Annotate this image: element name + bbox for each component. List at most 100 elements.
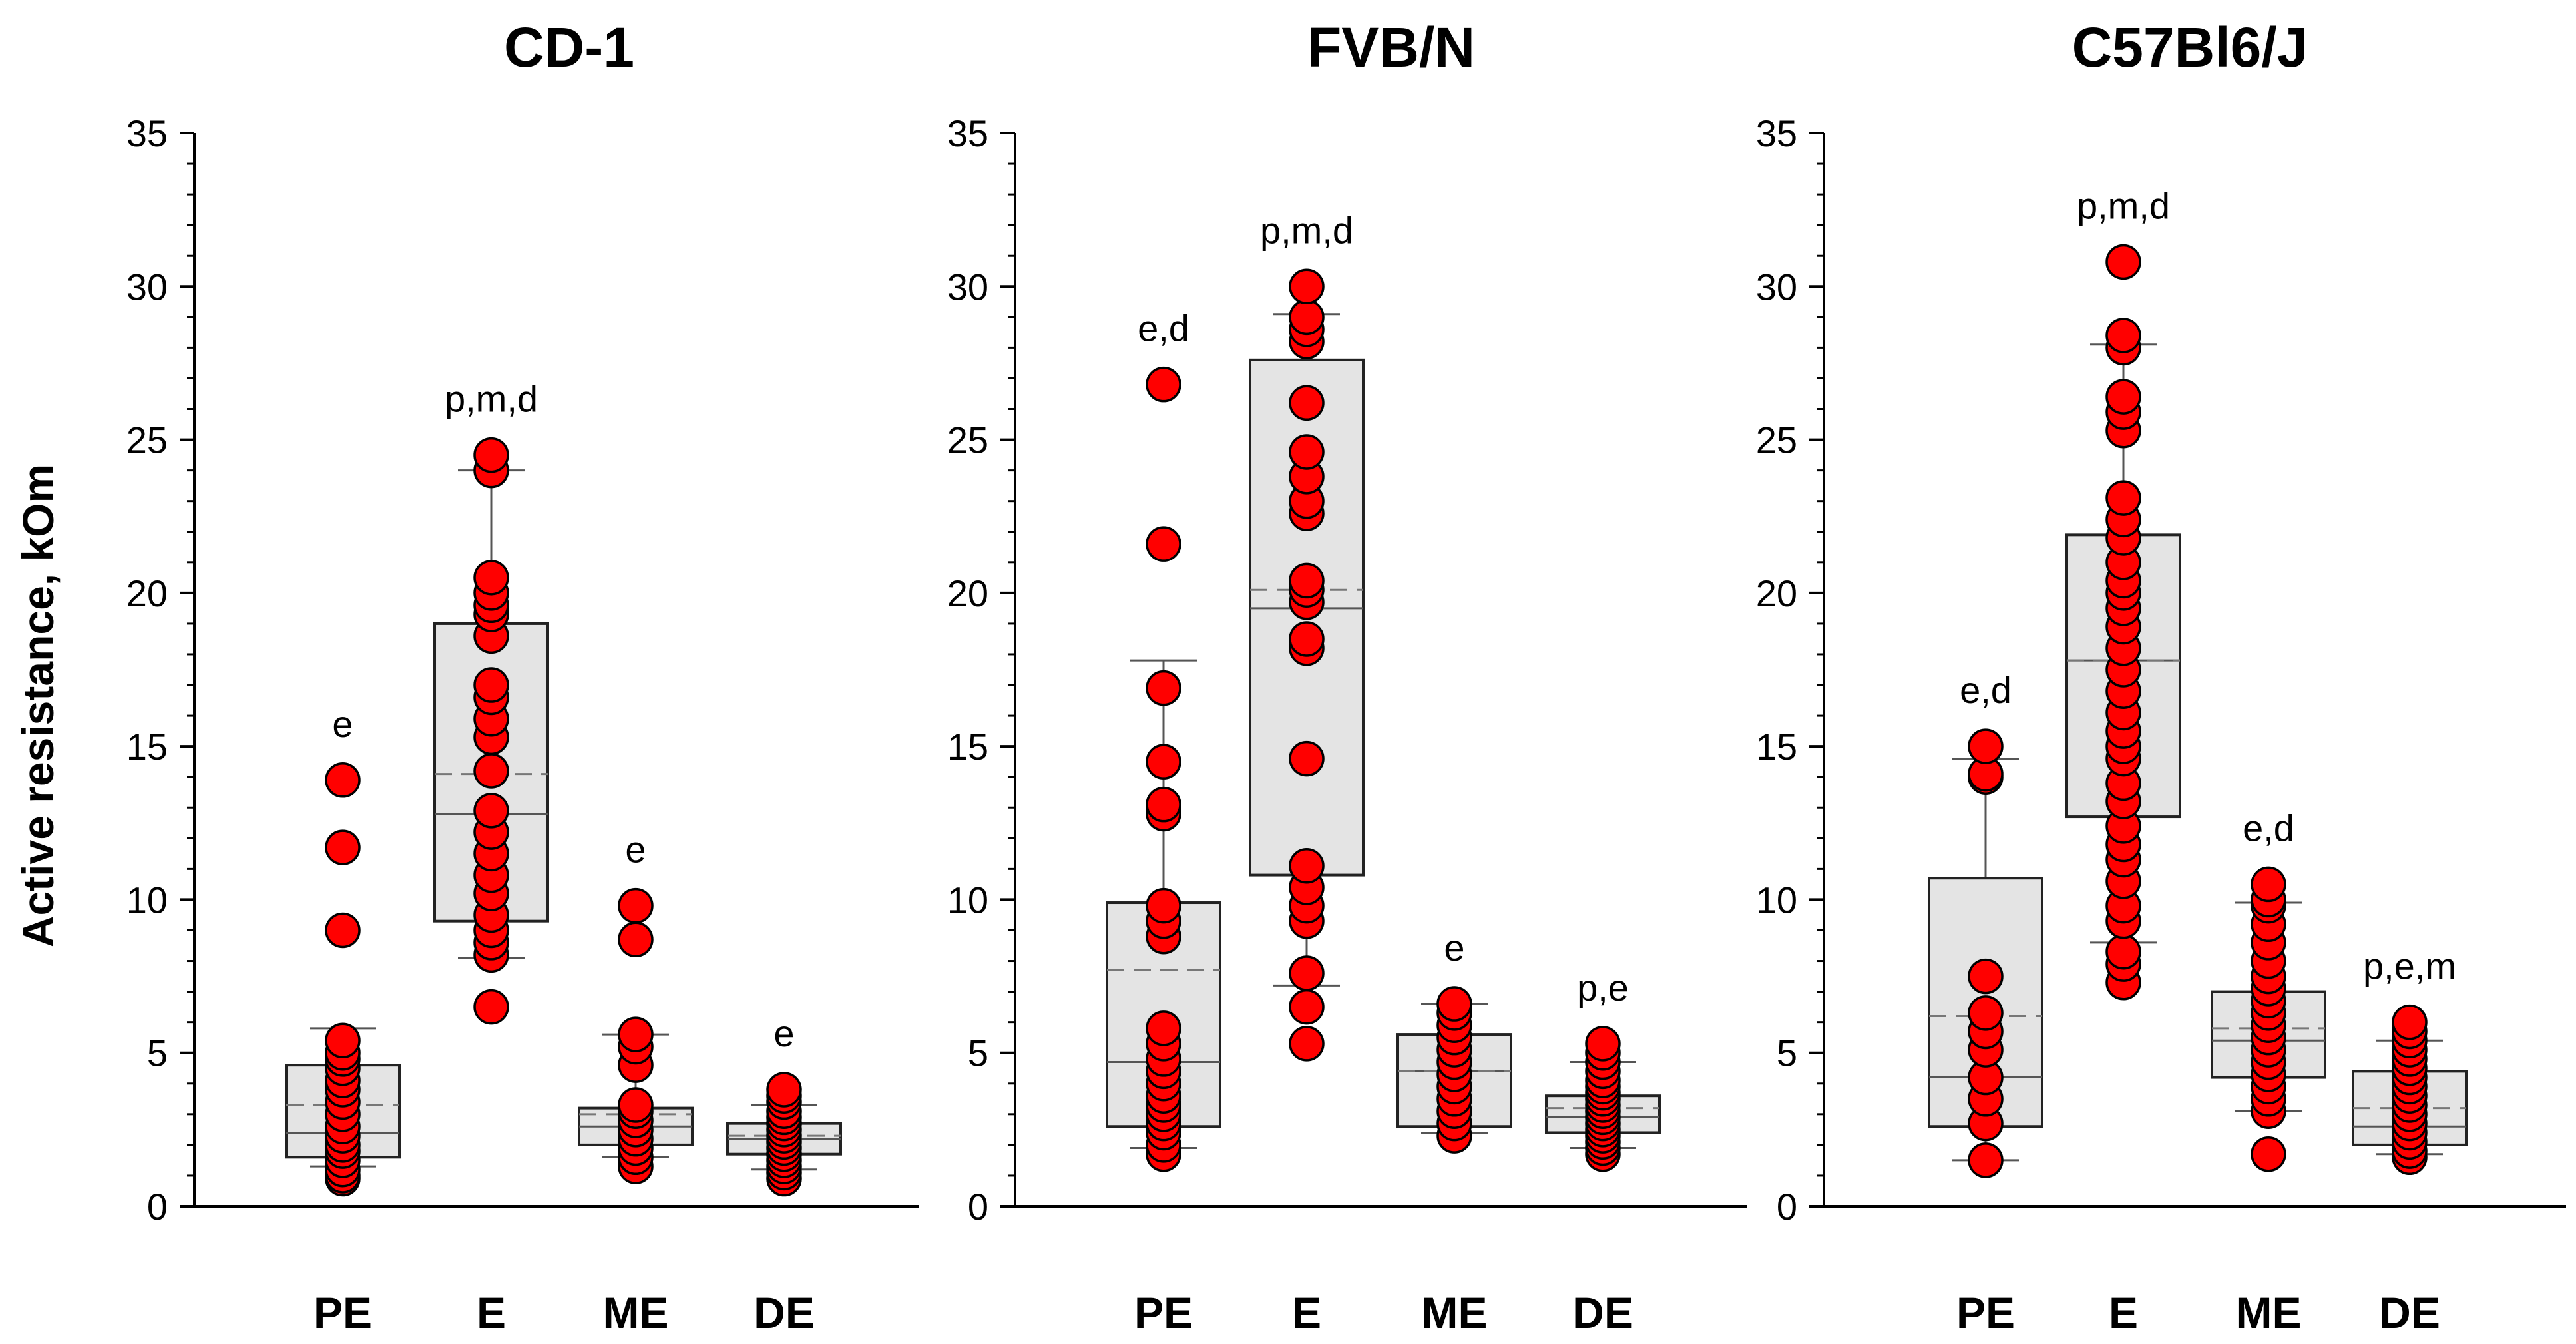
data-point <box>1968 995 2004 1031</box>
data-point <box>1146 786 1181 823</box>
y-tick-label: 30 <box>126 266 168 308</box>
y-tick-label: 10 <box>126 879 168 921</box>
data-point <box>618 1016 654 1052</box>
data-point <box>473 437 509 473</box>
data-point <box>473 560 509 596</box>
data-point <box>1968 728 2004 764</box>
category-label: PE <box>1134 1288 1193 1337</box>
y-tick-label: 10 <box>947 879 988 921</box>
category-label: PE <box>1956 1288 2015 1337</box>
data-point <box>1968 958 2004 995</box>
data-point <box>1289 385 1325 421</box>
category-label: DE <box>2379 1288 2440 1337</box>
panel-title: C57Bl6/J <box>2072 16 2308 79</box>
category-label: E <box>477 1288 506 1337</box>
y-tick-label: 0 <box>1777 1186 1797 1228</box>
data-point <box>1968 1142 2004 1178</box>
data-point <box>473 989 509 1025</box>
data-point <box>1146 887 1181 924</box>
y-axis-label: Active resistance, kOm <box>13 464 63 947</box>
data-point <box>1146 366 1181 403</box>
data-point <box>325 762 361 798</box>
y-tick-label: 5 <box>1777 1032 1797 1074</box>
y-tick-label: 25 <box>126 419 168 461</box>
y-tick-label: 15 <box>126 726 168 768</box>
y-tick-label: 35 <box>1756 112 1797 154</box>
data-point <box>1585 1026 1621 1062</box>
panel-cd1: CD-1 0 5 10 15 20 25 30 35 e PE p,m,d Ee ME e DE <box>126 16 919 1337</box>
significance-label: p,m,d <box>2077 184 2170 226</box>
y-tick-label: 5 <box>147 1032 168 1074</box>
data-point <box>2105 379 2141 415</box>
data-point <box>1289 268 1325 305</box>
data-point <box>1289 848 1325 884</box>
data-point <box>2392 1004 2428 1040</box>
data-point <box>325 829 361 865</box>
data-point <box>1289 989 1325 1025</box>
y-tick-label: 5 <box>968 1032 988 1074</box>
data-point <box>1289 1026 1325 1062</box>
category-label: ME <box>603 1288 669 1337</box>
data-point <box>473 793 509 829</box>
category-label: E <box>2109 1288 2138 1337</box>
y-tick-label: 20 <box>126 572 168 614</box>
data-point <box>766 1072 802 1108</box>
significance-label: e,d <box>1138 308 1189 349</box>
data-point <box>1146 1010 1181 1046</box>
significance-label: e,d <box>1960 669 2012 711</box>
y-tick-label: 15 <box>947 726 988 768</box>
panel-title: FVB/N <box>1307 16 1475 79</box>
y-tick-label: 0 <box>968 1186 988 1228</box>
data-point <box>1436 986 1472 1022</box>
data-point <box>1289 562 1325 599</box>
data-point <box>618 887 654 924</box>
data-point <box>473 753 509 789</box>
data-point <box>618 1087 654 1123</box>
category-label: E <box>1292 1288 1321 1337</box>
data-point <box>1289 434 1325 470</box>
data-point <box>1289 955 1325 991</box>
y-tick-label: 15 <box>1756 726 1797 768</box>
y-tick-label: 35 <box>947 112 988 154</box>
category-label: DE <box>753 1288 815 1337</box>
panel-c57bl6j: C57Bl6/J 0 5 10 15 20 25 30 35 e,d PE p,m,d Ee,d ME p,… <box>1756 16 2566 1337</box>
y-tick-label: 20 <box>947 572 988 614</box>
significance-label: e <box>332 703 353 745</box>
significance-label: p,m,d <box>1260 209 1353 251</box>
panel-fvbn: FVB/N 0 5 10 15 20 25 30 35 e,d PE p,m,d Ee ME p,e DE <box>947 16 1747 1337</box>
data-point <box>473 667 509 703</box>
significance-label: e <box>773 1012 794 1054</box>
y-tick-label: 25 <box>1756 419 1797 461</box>
data-point <box>2105 244 2141 280</box>
panel-title: CD-1 <box>504 16 634 79</box>
category-label: ME <box>1422 1288 1488 1337</box>
significance-label: e <box>625 829 646 871</box>
data-point <box>325 912 361 949</box>
data-point <box>1289 740 1325 777</box>
significance-label: e <box>1444 927 1464 969</box>
y-tick-label: 0 <box>147 1186 168 1228</box>
data-point <box>618 921 654 958</box>
data-point <box>1146 526 1181 562</box>
y-tick-label: 30 <box>1756 266 1797 308</box>
y-tick-label: 35 <box>126 112 168 154</box>
data-point <box>1289 621 1325 657</box>
data-point <box>325 1022 361 1059</box>
y-tick-label: 20 <box>1756 572 1797 614</box>
data-point <box>1146 670 1181 706</box>
y-tick-label: 10 <box>1756 879 1797 921</box>
data-point <box>2105 480 2141 516</box>
category-label: ME <box>2236 1288 2302 1337</box>
data-point <box>2251 866 2286 903</box>
significance-label: e,d <box>2243 807 2294 849</box>
y-tick-label: 25 <box>947 419 988 461</box>
category-label: PE <box>314 1288 372 1337</box>
data-point <box>2105 318 2141 353</box>
data-point <box>1146 744 1181 780</box>
data-point <box>2105 933 2141 970</box>
significance-label: p,e,m <box>2363 945 2456 987</box>
y-tick-label: 30 <box>947 266 988 308</box>
significance-label: p,m,d <box>445 378 538 420</box>
data-point <box>1289 299 1325 336</box>
